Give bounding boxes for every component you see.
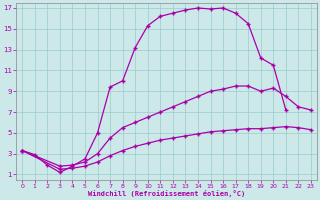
- X-axis label: Windchill (Refroidissement éolien,°C): Windchill (Refroidissement éolien,°C): [88, 190, 245, 197]
